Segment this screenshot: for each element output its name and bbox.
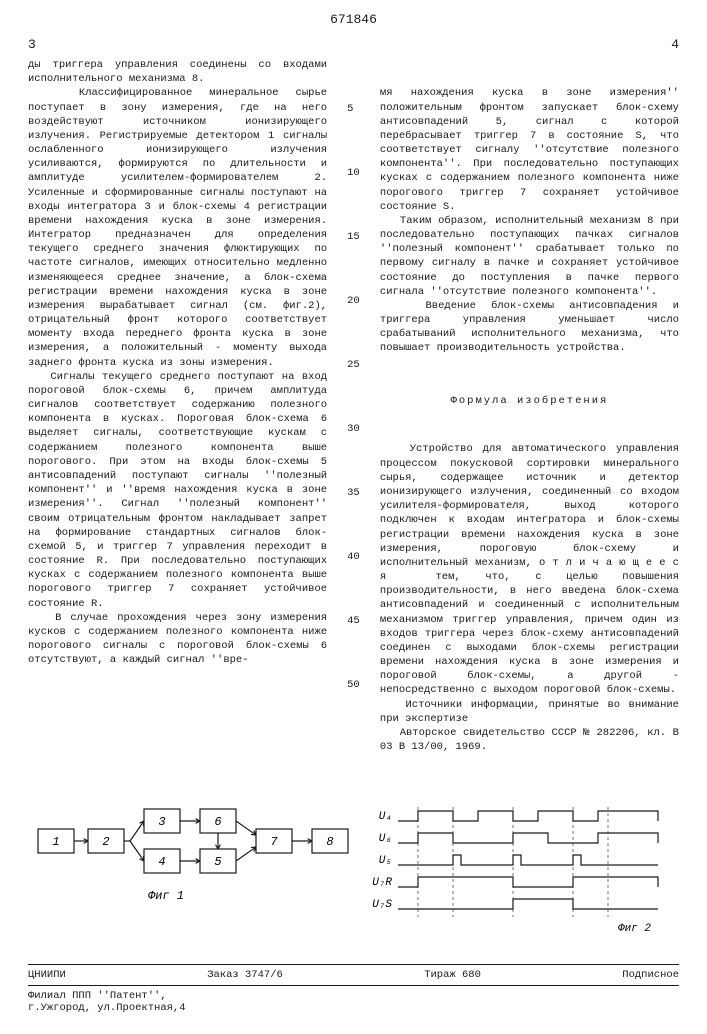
- page-numbers: 3 4: [28, 37, 679, 52]
- two-column-text: ды триггера управления соединены со вход…: [28, 58, 679, 783]
- footer-tirazh: Тираж 680: [424, 969, 481, 981]
- document-number: 671846: [28, 12, 679, 27]
- footer-podpisnoe: Подписное: [622, 969, 679, 981]
- line-number: 25: [347, 358, 360, 372]
- svg-text:U₄: U₄: [379, 811, 392, 823]
- footer-address: г.Ужгород, ул.Проектная,4: [28, 1002, 679, 1014]
- footer-org: ЦНИИПИ: [28, 969, 66, 981]
- svg-text:2: 2: [102, 835, 109, 849]
- line-number: 50: [347, 678, 360, 692]
- svg-text:7: 7: [270, 835, 278, 849]
- svg-text:1: 1: [52, 835, 59, 849]
- page-num-right: 4: [671, 37, 679, 52]
- column-left: ды триггера управления соединены со вход…: [28, 58, 327, 783]
- line-number: 20: [347, 294, 360, 308]
- column-right: мя нахождения куска в зоне измерения'' п…: [380, 58, 679, 783]
- line-number: 40: [347, 550, 360, 564]
- line-number: 5: [347, 102, 353, 116]
- svg-text:Фиг 2: Фиг 2: [618, 923, 651, 935]
- figures-svg: 1 2 3 4 5 6 7 8 Фиг 1 U₄ U₆ U₅ U₇R U₇S Фиг 2: [28, 799, 679, 939]
- diagrams-row: 1 2 3 4 5 6 7 8 Фиг 1 U₄ U₆ U₅ U₇R U₇S Фиг 2: [28, 799, 679, 944]
- line-number: 45: [347, 614, 360, 628]
- line-number: 30: [347, 422, 360, 436]
- svg-text:6: 6: [214, 815, 221, 829]
- line-number: 35: [347, 486, 360, 500]
- page-num-left: 3: [28, 37, 36, 52]
- line-number: 10: [347, 166, 360, 180]
- column-right-top: мя нахождения куска в зоне измерения'' п…: [380, 86, 679, 355]
- line-number-gutter: 5 10 15 20 25 30 35 40 45 50: [347, 58, 360, 783]
- svg-text:8: 8: [326, 835, 333, 849]
- svg-text:U₇R: U₇R: [372, 877, 392, 889]
- svg-text:U₅: U₅: [379, 855, 392, 867]
- svg-text:U₇S: U₇S: [372, 899, 392, 911]
- column-right-formula: Устройство для автоматического управлени…: [380, 442, 679, 754]
- svg-text:Фиг 1: Фиг 1: [148, 889, 184, 903]
- svg-text:5: 5: [214, 855, 221, 869]
- svg-text:3: 3: [158, 815, 165, 829]
- formula-title: Формула изобретения: [380, 394, 679, 408]
- footer-order: Заказ 3747/6: [207, 969, 283, 981]
- page: 671846 3 4 ды триггера управления соедин…: [0, 0, 707, 1034]
- line-number: 15: [347, 230, 360, 244]
- svg-text:U₆: U₆: [379, 833, 392, 845]
- svg-text:4: 4: [158, 855, 165, 869]
- footer: ЦНИИПИ Заказ 3747/6 Тираж 680 Подписное …: [28, 964, 679, 1014]
